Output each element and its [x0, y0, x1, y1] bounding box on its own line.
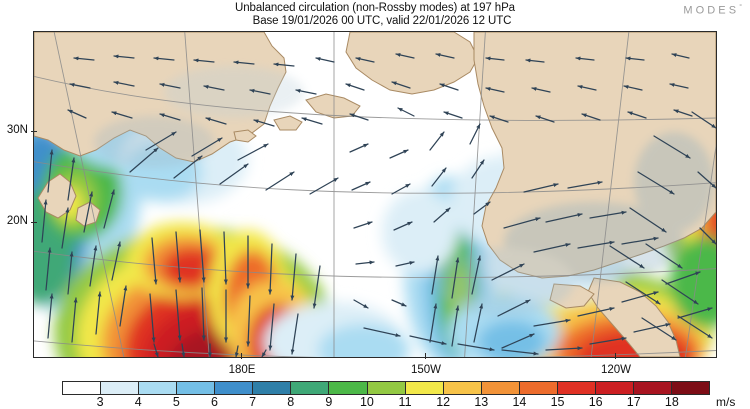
colorbar-swatch-0: [63, 382, 102, 394]
colorbar-swatch-4: [215, 382, 254, 394]
x-axis-label-180e: 180E: [228, 364, 256, 376]
colorbar-tick-15: 15: [550, 395, 565, 409]
colorbar-swatch-16: [672, 382, 710, 394]
x-axis-label-150w: 150W: [410, 364, 442, 376]
x-tick-120w: [615, 353, 617, 359]
colorbar-tick-8: 8: [287, 395, 295, 409]
brand-name: MODES: [683, 4, 740, 17]
colorbar-tick-7: 7: [249, 395, 257, 409]
colorbar-tick-16: 16: [588, 395, 603, 409]
colorbar-tick-18: 18: [664, 395, 679, 409]
x-tick-150w: [425, 353, 427, 359]
y-axis-label-30n: 30N: [6, 124, 28, 136]
colorbar-swatch-5: [253, 382, 292, 394]
colorbar-swatch-7: [329, 382, 368, 394]
colorbar-swatch-2: [139, 382, 178, 394]
colorbar-swatch-9: [405, 382, 444, 394]
colorbar-tick-4: 4: [134, 395, 142, 409]
page-title: Unbalanced circulation (non-Rossby modes…: [0, 2, 750, 27]
colorbar: [62, 381, 710, 395]
land-field-overlay: [94, 66, 714, 316]
colorbar-tick-14: 14: [512, 395, 527, 409]
map-canvas: [34, 32, 716, 357]
brand-mark: °: [739, 4, 742, 11]
colorbar-tick-17: 17: [626, 395, 641, 409]
y-tick-20n: [31, 222, 37, 224]
colorbar-tick-12: 12: [436, 395, 451, 409]
x-tick-180e: [241, 353, 243, 359]
wind-vectors: [41, 53, 716, 357]
colorbar-swatch-3: [177, 382, 216, 394]
colorbar-swatch-14: [595, 382, 634, 394]
x-axis-label-120w: 120W: [600, 364, 632, 376]
colorbar-tick-6: 6: [210, 395, 218, 409]
colorbar-tick-labels: 3 4 5 6 7 8 9 10 11 12 13 14 15 16 17 18: [62, 395, 710, 409]
title-line-1: Unbalanced circulation (non-Rossby modes…: [235, 2, 515, 14]
modes-logo: MODES°: [683, 4, 742, 17]
y-axis-label-20n: 20N: [6, 215, 28, 227]
colorbar-swatch-13: [557, 382, 596, 394]
colorbar-swatch-12: [519, 382, 558, 394]
map-plot-area: [33, 31, 717, 358]
colorbar-tick-10: 10: [359, 395, 374, 409]
colorbar-units-label: m/s: [716, 395, 736, 409]
colorbar-swatch-8: [367, 382, 406, 394]
colorbar-swatch-10: [443, 382, 482, 394]
colorbar-swatch-1: [101, 382, 140, 394]
title-line-2: Base 19/01/2026 00 UTC, valid 22/01/2026…: [252, 14, 512, 27]
colorbar-tick-3: 3: [96, 395, 104, 409]
colorbar-tick-11: 11: [398, 395, 412, 409]
colorbar-swatch-6: [291, 382, 330, 394]
colorbar-tick-13: 13: [474, 395, 489, 409]
y-tick-30n: [31, 131, 37, 133]
shaded-field: [34, 32, 716, 357]
colorbar-tick-9: 9: [325, 395, 333, 409]
colorbar-swatch-11: [481, 382, 520, 394]
colorbar-swatch-15: [633, 382, 672, 394]
colorbar-tick-5: 5: [172, 395, 180, 409]
